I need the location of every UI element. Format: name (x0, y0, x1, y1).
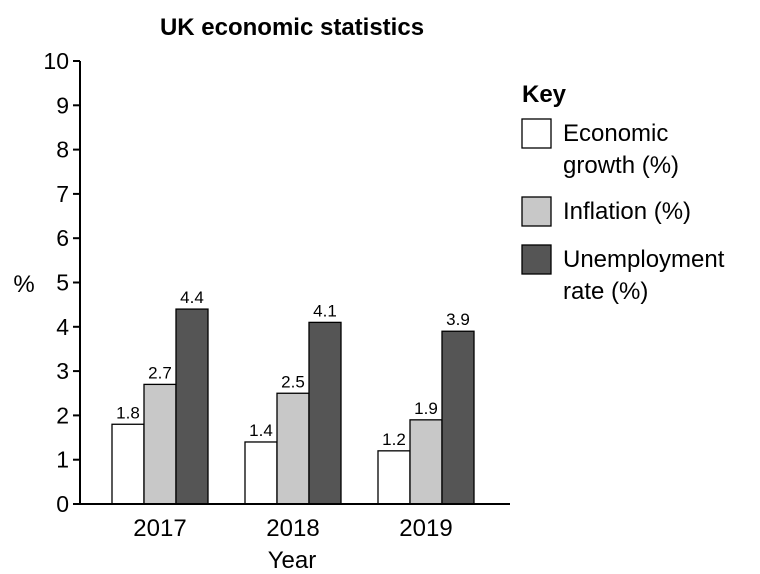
legend: Key Economic growth (%) Inflation (%) Unemp… (521, 81, 725, 305)
legend-swatch (521, 118, 552, 149)
legend-title: Key (522, 81, 567, 108)
bar (409, 419, 443, 505)
y-axis: 0 1 2 3 4 5 6 7 8 9 10 (43, 48, 80, 517)
bar-value-label: 1.2 (382, 430, 406, 449)
chart-title: UK economic statistics (160, 14, 424, 41)
bar-value-label: 2.7 (148, 363, 172, 382)
bar (143, 383, 177, 505)
y-tick-label: 7 (56, 181, 69, 207)
bar (276, 392, 310, 505)
bar-value-label: 2.5 (281, 372, 305, 391)
bar (441, 330, 475, 505)
y-tick-label: 3 (56, 358, 69, 384)
y-axis-label: % (13, 271, 34, 298)
y-tick-label: 2 (56, 402, 69, 428)
bar (308, 321, 342, 505)
y-tick-label: 1 (56, 447, 69, 473)
y-tick-label: 5 (56, 270, 69, 296)
x-category-label: 2017 (133, 515, 186, 542)
bar (111, 423, 145, 505)
x-category-label: 2018 (266, 515, 319, 542)
y-tick-label: 0 (56, 491, 69, 517)
legend-label: Inflation (%) (563, 198, 691, 225)
legend-label: rate (%) (563, 278, 648, 305)
y-tick-label: 6 (56, 225, 69, 251)
bar-value-label: 4.4 (180, 288, 204, 307)
y-tick-label: 10 (43, 48, 69, 74)
legend-label: Economic (563, 120, 668, 147)
y-tick-label: 9 (56, 92, 69, 118)
legend-label: Unemployment (563, 246, 725, 273)
legend-label: growth (%) (563, 152, 679, 179)
bar-value-label: 1.4 (249, 421, 273, 440)
bar-value-label: 1.8 (116, 403, 140, 422)
x-category-label: 2019 (399, 515, 452, 542)
bar-value-label: 1.9 (414, 399, 438, 418)
y-tick-label: 8 (56, 137, 69, 163)
legend-swatch (521, 244, 552, 275)
legend-swatch (521, 196, 552, 227)
bar-value-label: 3.9 (446, 310, 470, 329)
bar (244, 441, 278, 505)
bar (377, 450, 411, 505)
bars-group: 1.8 2.7 4.4 1.4 2.5 4.1 1.2 1.9 3.9 (111, 288, 475, 505)
y-tick-label: 4 (56, 314, 69, 340)
bar-value-label: 4.1 (313, 301, 337, 320)
x-axis: 2017 2018 2019 (133, 515, 452, 542)
x-axis-label: Year (268, 547, 317, 574)
bar (175, 308, 209, 505)
